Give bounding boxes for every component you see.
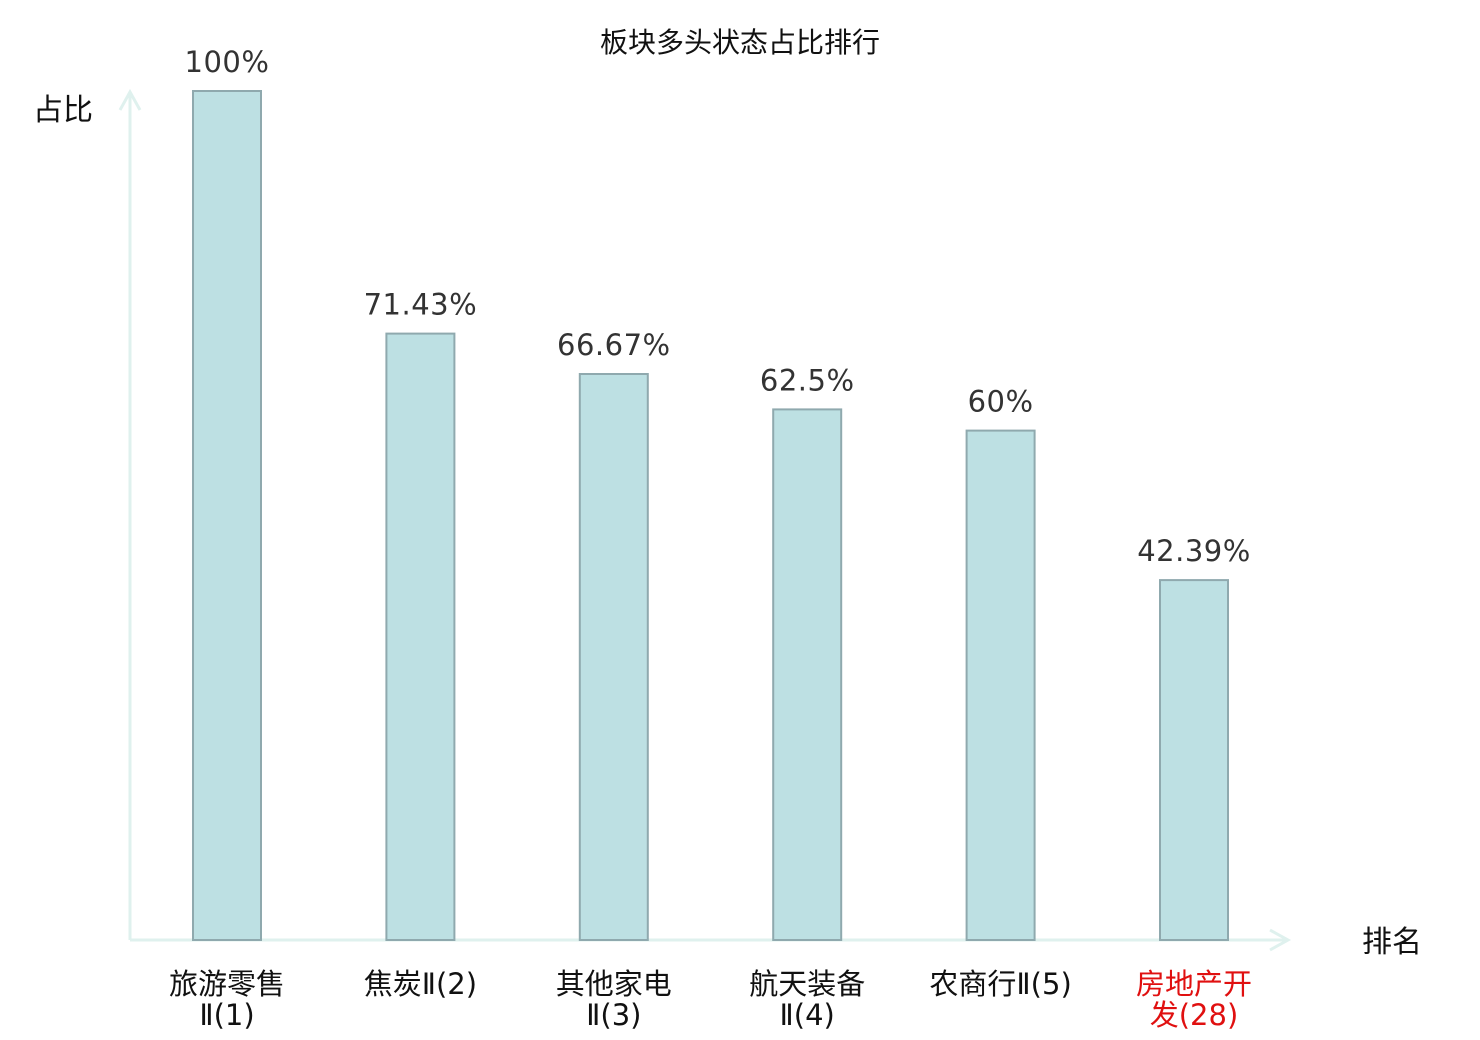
category-label-3-line2: Ⅱ(3): [586, 998, 641, 1032]
value-label-6: 42.39%: [1137, 534, 1251, 568]
category-label-2-line1: 焦炭Ⅱ(2): [364, 967, 477, 1001]
value-label-3: 66.67%: [557, 328, 671, 362]
bar-5: [965, 429, 1036, 941]
bar-1: [192, 90, 262, 941]
category-label-5-line1: 农商行Ⅱ(5): [929, 967, 1071, 1001]
category-label-3-line1: 其他家电: [556, 967, 672, 1001]
bar-3: [578, 373, 649, 941]
bar-6: [1159, 579, 1229, 941]
x-axis-arrowhead: [1269, 928, 1292, 952]
category-label-6-line2: 发(28): [1150, 998, 1239, 1032]
value-label-5: 60%: [968, 385, 1034, 419]
y-axis-title: 占比: [33, 93, 93, 128]
y-axis-arrowhead: [118, 88, 142, 111]
value-label-4: 62.5%: [760, 363, 855, 397]
value-label-1: 100%: [185, 45, 270, 79]
value-label-2: 71.43%: [364, 288, 478, 322]
bar-2: [385, 332, 456, 942]
axes: [118, 88, 1292, 952]
value-labels-group: 100% 71.43% 66.67% 62.5% 60% 42.39%: [185, 45, 1251, 568]
category-label-1-line1: 旅游零售: [169, 967, 285, 1001]
bars-group: [192, 90, 1229, 942]
bar-4: [772, 408, 843, 941]
category-label-4-line1: 航天装备: [749, 967, 865, 1001]
category-label-4-line2: Ⅱ(4): [780, 998, 835, 1032]
category-label-6-line1: 房地产开: [1136, 967, 1252, 1001]
chart-title: 板块多头状态占比排行: [600, 26, 880, 59]
category-label-1-line2: Ⅱ(1): [199, 998, 254, 1032]
x-axis-title: 排名: [1362, 925, 1422, 960]
